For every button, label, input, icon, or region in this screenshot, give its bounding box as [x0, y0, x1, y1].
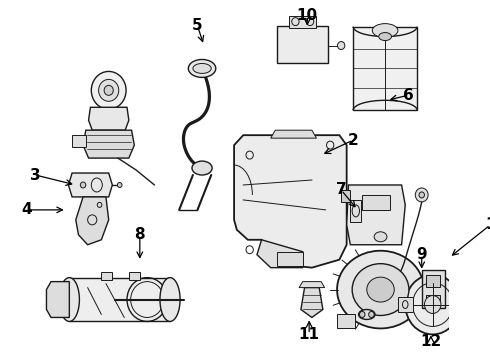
Polygon shape — [234, 135, 346, 268]
Ellipse shape — [368, 311, 374, 318]
Bar — [101, 272, 112, 280]
Ellipse shape — [118, 183, 122, 188]
Text: 7: 7 — [336, 183, 346, 198]
Text: 6: 6 — [403, 88, 414, 103]
Ellipse shape — [337, 251, 424, 328]
Text: 3: 3 — [30, 167, 41, 183]
Bar — [70, 278, 170, 321]
Text: 11: 11 — [298, 327, 319, 342]
Ellipse shape — [360, 311, 365, 318]
Ellipse shape — [416, 188, 428, 202]
Ellipse shape — [192, 161, 212, 175]
Polygon shape — [299, 282, 325, 288]
Bar — [72, 135, 86, 147]
Ellipse shape — [359, 310, 375, 319]
Bar — [129, 272, 140, 280]
Ellipse shape — [98, 80, 119, 101]
Polygon shape — [76, 197, 109, 245]
Polygon shape — [83, 130, 134, 158]
Text: 10: 10 — [297, 8, 318, 23]
Bar — [362, 195, 390, 210]
Text: 9: 9 — [416, 247, 427, 262]
Polygon shape — [89, 107, 129, 130]
Text: 8: 8 — [134, 227, 145, 242]
Bar — [398, 297, 413, 312]
Polygon shape — [270, 130, 317, 138]
Ellipse shape — [338, 41, 345, 50]
Text: 4: 4 — [21, 202, 32, 217]
Ellipse shape — [372, 24, 398, 37]
Bar — [350, 200, 361, 222]
Ellipse shape — [104, 85, 113, 95]
Polygon shape — [69, 173, 112, 197]
Ellipse shape — [160, 278, 180, 321]
Polygon shape — [346, 185, 405, 245]
Text: 5: 5 — [192, 18, 203, 33]
Text: 2: 2 — [348, 132, 359, 148]
Ellipse shape — [367, 277, 394, 302]
Ellipse shape — [405, 275, 460, 334]
Polygon shape — [301, 288, 323, 318]
Ellipse shape — [59, 278, 79, 321]
Bar — [426, 294, 440, 306]
Ellipse shape — [419, 192, 424, 198]
Bar — [341, 190, 350, 202]
Ellipse shape — [424, 296, 441, 314]
Ellipse shape — [352, 264, 409, 315]
Bar — [353, 27, 417, 110]
Ellipse shape — [91, 71, 126, 109]
Ellipse shape — [379, 32, 392, 41]
Ellipse shape — [374, 232, 387, 242]
Bar — [426, 275, 440, 287]
Bar — [337, 315, 355, 328]
Ellipse shape — [193, 63, 211, 73]
Text: 1: 1 — [485, 217, 490, 232]
Bar — [277, 26, 328, 63]
Ellipse shape — [80, 182, 86, 188]
Text: 12: 12 — [420, 334, 441, 349]
Polygon shape — [257, 240, 303, 268]
Ellipse shape — [188, 59, 216, 77]
Bar — [289, 15, 317, 28]
Bar — [277, 252, 303, 266]
Polygon shape — [47, 282, 70, 318]
Bar — [422, 270, 444, 307]
